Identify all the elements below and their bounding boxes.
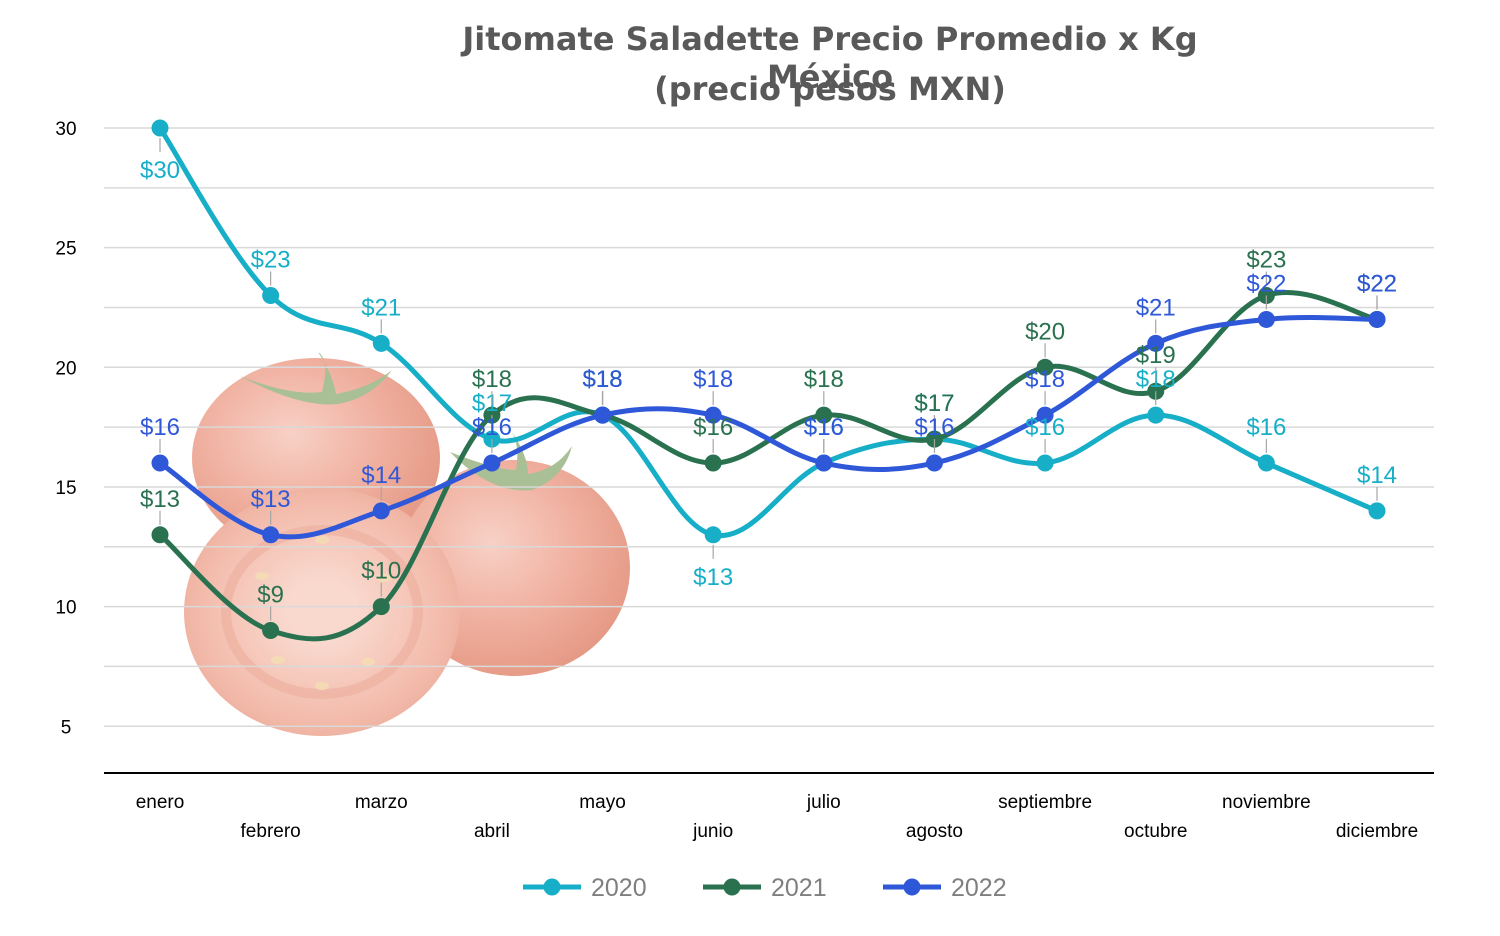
y-tick-label: 10	[55, 598, 76, 619]
data-label: $21	[361, 294, 401, 321]
data-label: $16	[140, 414, 180, 441]
legend-label: 2020	[591, 874, 647, 902]
data-label: $13	[693, 564, 733, 591]
data-label: $19	[1136, 342, 1176, 369]
data-label: $14	[361, 462, 401, 489]
x-tick-label: marzo	[355, 792, 408, 813]
x-tick-label: noviembre	[1222, 792, 1311, 813]
x-tick-label: agosto	[906, 821, 963, 842]
data-label: $22	[1246, 270, 1286, 297]
data-point	[151, 454, 169, 472]
data-point	[483, 454, 501, 472]
data-point	[704, 406, 722, 424]
data-label: $16	[914, 414, 954, 441]
data-label: $14	[1357, 462, 1397, 489]
data-point	[151, 119, 169, 137]
data-label: $16	[1025, 414, 1065, 441]
data-label: $23	[1246, 247, 1286, 274]
data-label: $23	[251, 247, 291, 274]
data-point	[815, 406, 833, 424]
y-tick-label: 15	[55, 478, 76, 499]
data-point	[1147, 406, 1165, 424]
data-point	[1368, 310, 1386, 328]
data-label: $16	[804, 414, 844, 441]
x-tick-label: mayo	[579, 792, 625, 813]
series-line	[158, 290, 1378, 642]
tomato-illustration	[184, 352, 630, 736]
data-point	[1036, 406, 1054, 424]
data-point	[372, 502, 390, 520]
x-tick-label: abril	[474, 821, 510, 842]
data-point	[704, 526, 722, 544]
data-point	[1036, 454, 1054, 472]
y-tick-label: 25	[55, 239, 76, 260]
data-label: $18	[804, 366, 844, 393]
data-point	[815, 454, 833, 472]
data-point	[1036, 358, 1054, 376]
x-tick-label: febrero	[241, 821, 301, 842]
y-tick-label: 30	[55, 119, 76, 140]
data-point	[372, 334, 390, 352]
chart-title: Jitomate Saladette Precio Promedio x Kg …	[462, 20, 1198, 96]
data-label: $18	[583, 366, 623, 393]
x-tick-label: diciembre	[1336, 821, 1418, 842]
legend-label: 2021	[771, 874, 827, 902]
x-tick-label: septiembre	[998, 792, 1092, 813]
data-label: $9	[257, 582, 284, 609]
data-label: $16	[693, 414, 733, 441]
data-point	[262, 526, 280, 544]
data-point	[1147, 334, 1165, 352]
data-point	[925, 454, 943, 472]
x-tick-label: enero	[136, 792, 185, 813]
data-label: $30	[140, 157, 180, 184]
data-label: $18	[583, 366, 623, 393]
data-label: $17	[914, 390, 954, 417]
y-tick-label: 5	[61, 717, 72, 738]
x-tick-label: octubre	[1124, 821, 1187, 842]
data-label: $18	[693, 366, 733, 393]
data-point	[262, 622, 280, 640]
legend-label: 2022	[951, 874, 1007, 902]
data-point	[594, 406, 612, 424]
data-label: $13	[140, 486, 180, 513]
legend-swatch-marker	[903, 878, 921, 896]
legend-swatch-marker	[723, 878, 741, 896]
data-label: $20	[1025, 318, 1065, 345]
data-point	[262, 287, 280, 305]
data-label: $13	[251, 486, 291, 513]
data-label: $22	[1357, 270, 1397, 297]
data-point	[1257, 310, 1275, 328]
data-label: $10	[361, 558, 401, 585]
chart-subtitle: (precio pesos MXN)	[654, 70, 1006, 108]
y-tick-label: 20	[55, 358, 76, 379]
data-point	[1257, 454, 1275, 472]
data-label: $21	[1136, 294, 1176, 321]
data-label: $17	[914, 390, 954, 417]
data-label: $16	[1246, 414, 1286, 441]
data-label: $18	[583, 366, 623, 393]
data-point	[151, 526, 169, 544]
legend-swatch-marker	[543, 878, 561, 896]
data-label: $16	[804, 414, 844, 441]
data-point	[1368, 502, 1386, 520]
data-label: $22	[1357, 270, 1397, 297]
x-tick-label: julio	[806, 792, 841, 813]
data-point	[372, 598, 390, 616]
x-tick-label: junio	[692, 821, 733, 842]
data-label: $18	[472, 366, 512, 393]
data-point	[704, 454, 722, 472]
data-label: $18	[1025, 366, 1065, 393]
data-label: $16	[472, 414, 512, 441]
